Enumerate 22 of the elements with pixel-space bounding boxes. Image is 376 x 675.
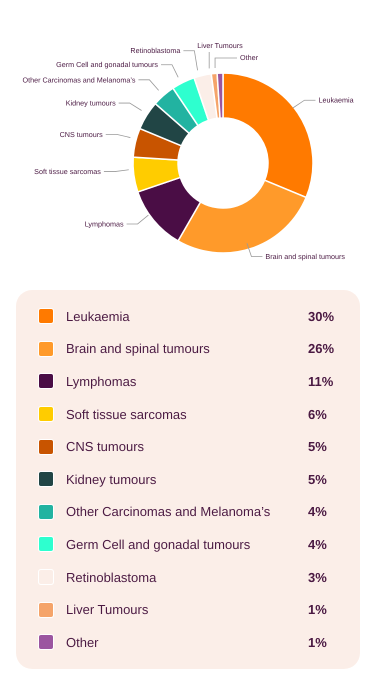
data-label: 26%	[308, 341, 336, 356]
data-label: 5%	[308, 439, 328, 454]
legend-label: Retinoblastoma	[66, 570, 158, 585]
legend-label: Germ Cell and gonadal tumours	[66, 536, 252, 552]
legend-label: Leukaemia	[66, 308, 131, 324]
legend-label: Soft tissue sarcomas	[66, 406, 188, 422]
data-label: 11%	[308, 374, 334, 389]
legend-label: Brain and spinal tumours	[66, 341, 211, 356]
data-label: 4%	[308, 504, 328, 520]
legend-label: Other Carcinomas and Melanoma’s	[66, 504, 272, 520]
legend-label: Other	[66, 634, 100, 650]
legend-label: Kidney tumours	[66, 472, 158, 487]
data-label: 30%	[308, 308, 336, 324]
data-label: 4%	[308, 536, 328, 552]
data-label: 5%	[308, 472, 328, 487]
data-label: 1%	[308, 634, 328, 650]
data-label: 3%	[308, 570, 328, 585]
data-label: 6%	[308, 406, 328, 422]
legend-label: CNS tumours	[66, 439, 146, 454]
legend-label: Liver Tumours	[66, 602, 150, 618]
data-label: 1%	[308, 602, 328, 618]
legend-label: Lymphomas	[66, 374, 138, 389]
